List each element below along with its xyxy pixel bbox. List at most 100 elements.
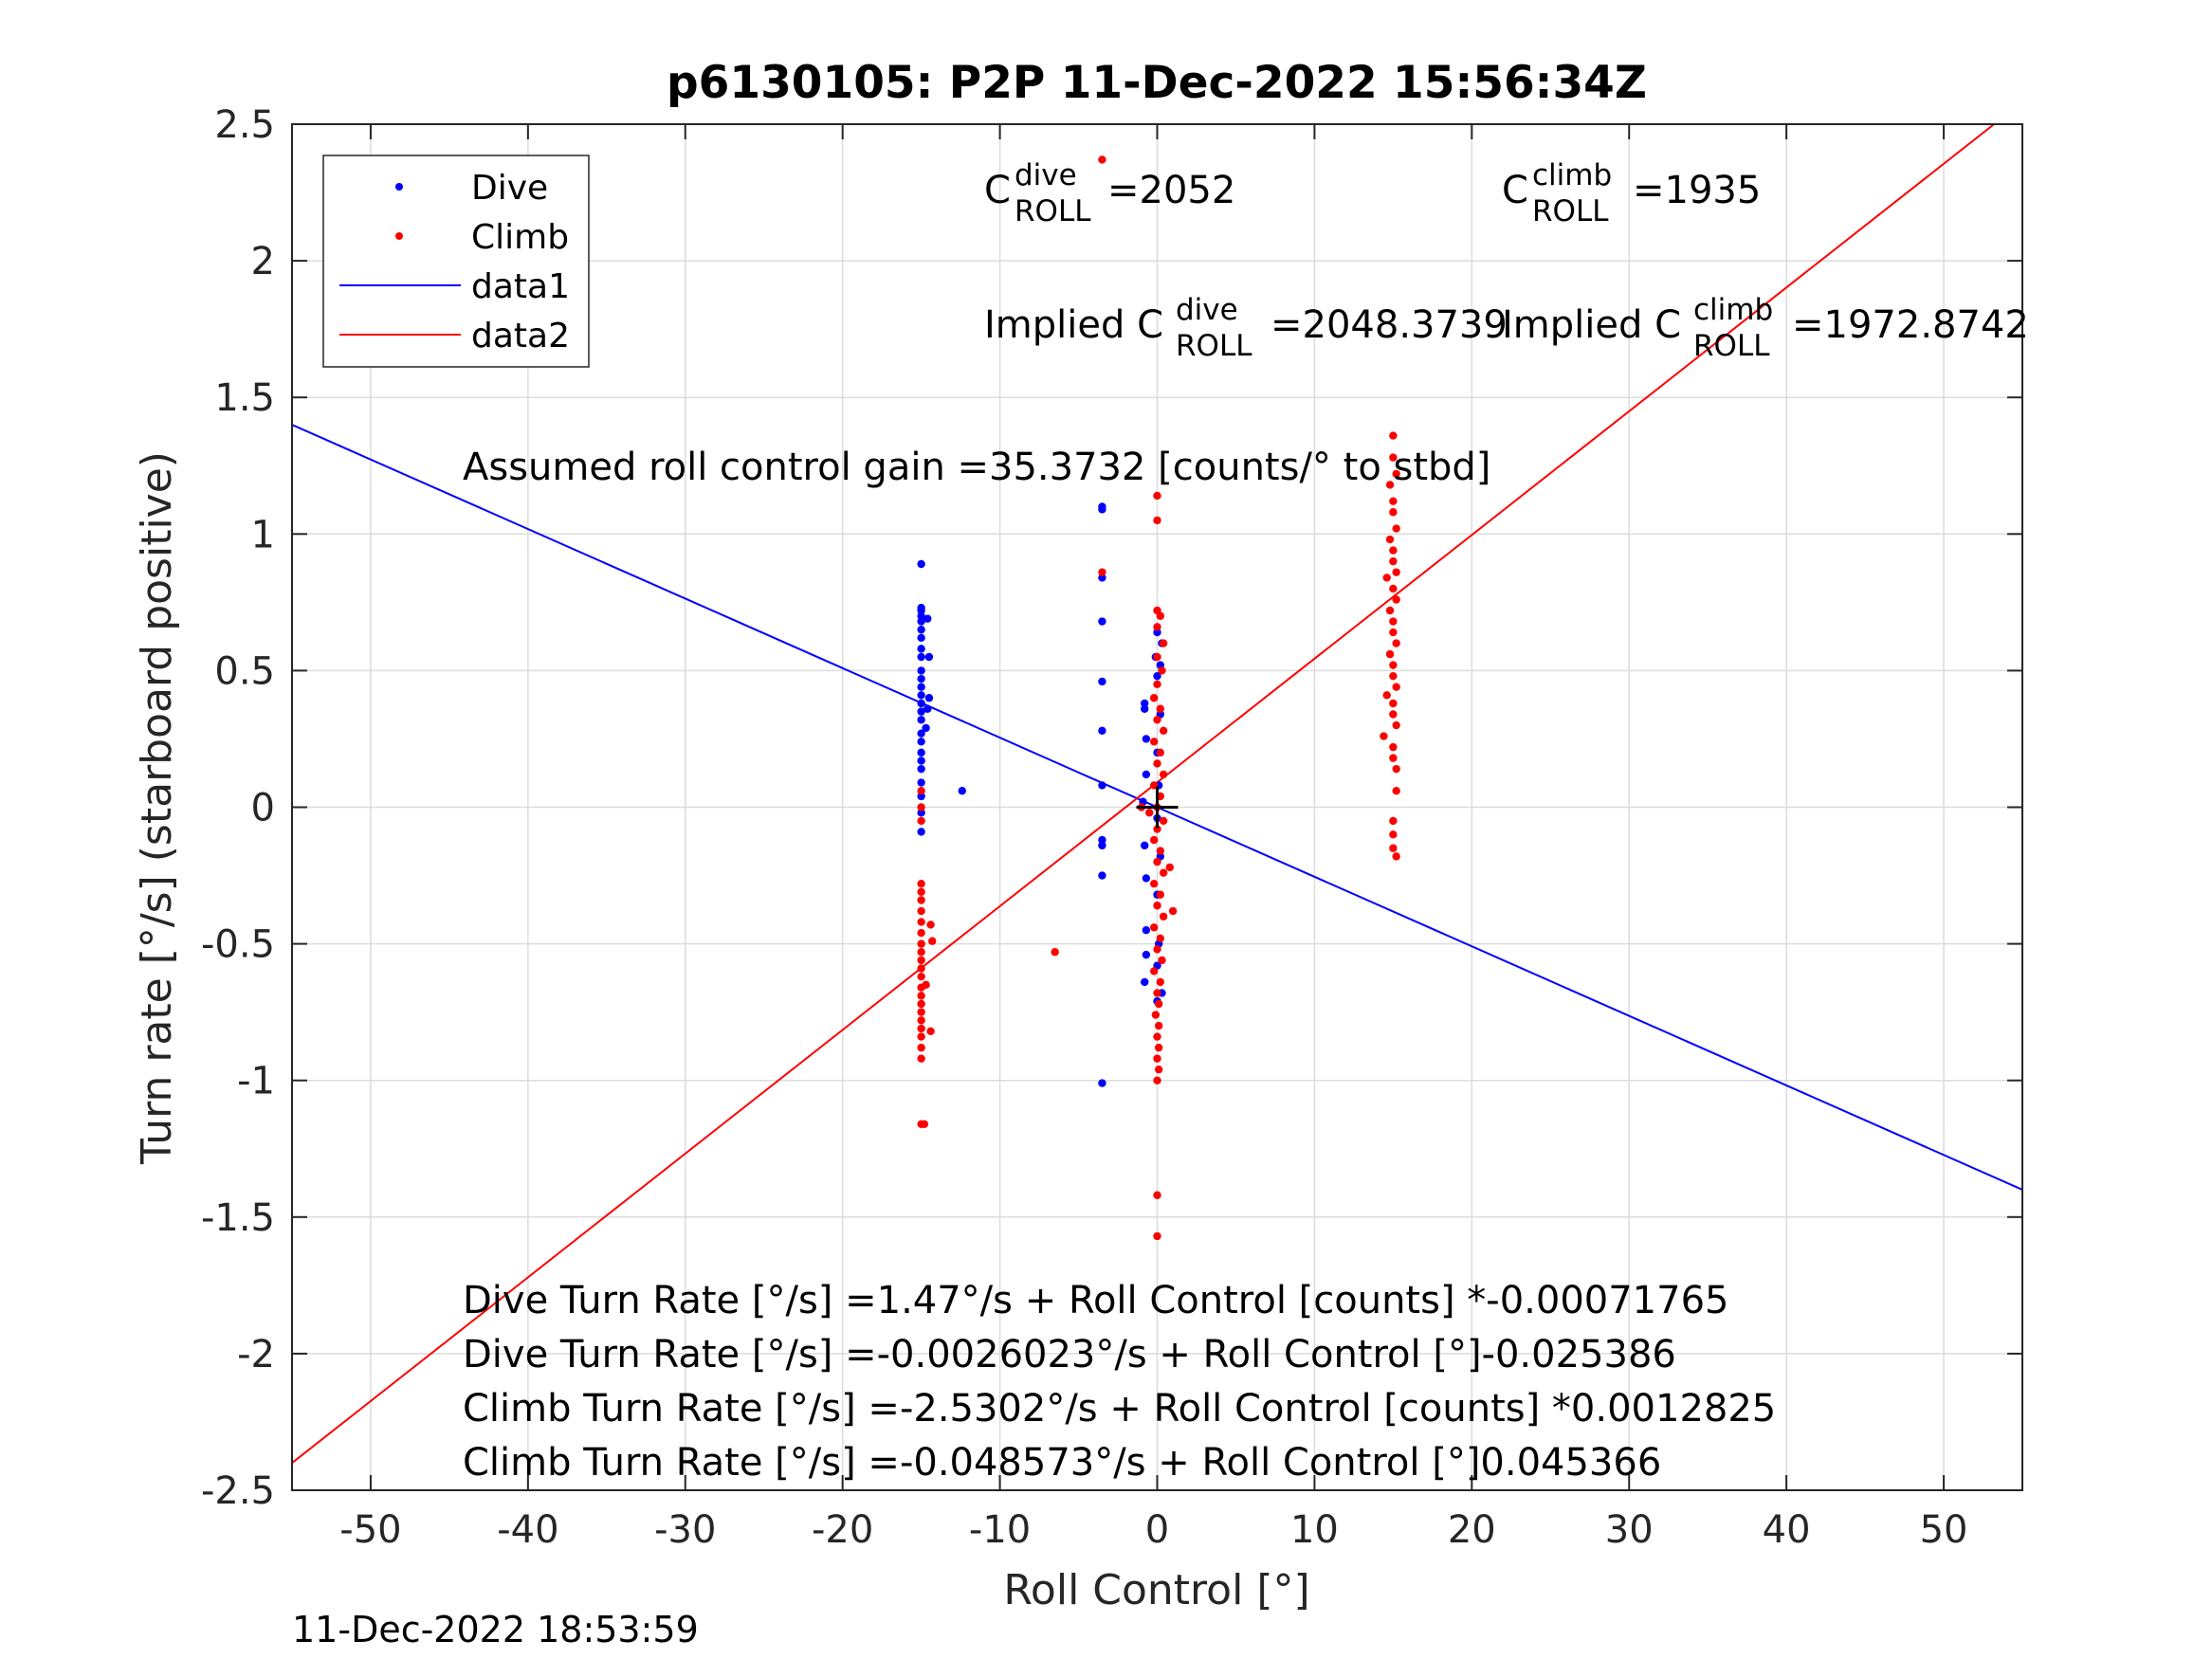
x-tick-label: -50 (339, 1508, 401, 1552)
climb-point (1153, 491, 1161, 501)
dive-point (917, 764, 925, 774)
dive-point (917, 674, 925, 684)
dive-point (958, 787, 966, 795)
legend-data1-label: data1 (471, 267, 570, 306)
climb-point (1389, 830, 1398, 839)
climb-point (1389, 844, 1398, 852)
climb-point (1385, 649, 1395, 659)
climb-point (1392, 639, 1400, 647)
climb-point (1153, 945, 1161, 954)
dive-point (917, 683, 925, 691)
climb-point (1389, 431, 1398, 440)
implied-c-climb-annotation: Implied C climb ROLL =1972.8742 (1502, 293, 2029, 363)
climb-point (1098, 568, 1106, 576)
climb-point (1051, 948, 1059, 957)
climb-point (1153, 680, 1161, 689)
legend-dive-label: Dive (471, 169, 548, 208)
climb-point (922, 980, 930, 990)
y-tick-label: 2.5 (214, 103, 275, 147)
climb-point (1156, 977, 1165, 987)
climb-point (917, 906, 925, 916)
climb-point (1153, 516, 1161, 525)
legend-climb-label: Climb (471, 218, 569, 257)
climb-point (1149, 923, 1159, 932)
climb-point (1392, 595, 1400, 604)
x-tick-label: 20 (1448, 1508, 1496, 1552)
climb-point (1153, 1032, 1161, 1041)
climb-point (1389, 742, 1398, 752)
x-tick-label: 0 (1145, 1508, 1169, 1552)
c-dive-sub: ROLL (1015, 194, 1091, 228)
climb-point (917, 787, 925, 795)
climb-point (917, 992, 925, 1000)
dive-point (1098, 726, 1106, 736)
c-climb-value: =1935 (1633, 169, 1761, 212)
y-tick-label: -2.5 (201, 1469, 275, 1513)
climb-point (1156, 890, 1165, 899)
dive-point (917, 611, 925, 620)
dive-point (1142, 770, 1151, 779)
climb-point (1389, 453, 1398, 462)
fit-equation-4: Climb Turn Rate [°/s] =-0.048573°/s + Ro… (463, 1441, 1661, 1485)
dive-point (917, 757, 925, 765)
dive-point (917, 828, 925, 836)
climb-point (917, 816, 925, 826)
legend-climb-marker (395, 232, 403, 240)
y-tick-label: -1.5 (201, 1196, 275, 1240)
climb-point (1159, 868, 1168, 877)
dive-point (917, 792, 925, 801)
dive-point (923, 704, 932, 713)
climb-point (1168, 906, 1178, 916)
climb-point (1392, 787, 1400, 795)
dive-point (1098, 505, 1106, 514)
dive-point (1142, 874, 1151, 883)
climb-point (1392, 852, 1400, 861)
climb-point (1159, 726, 1168, 736)
legend-data2-label: data2 (471, 317, 570, 356)
climb-point (1389, 661, 1398, 669)
climb-point (1145, 809, 1154, 817)
climb-point (1149, 967, 1159, 975)
climb-point (1154, 1065, 1163, 1074)
c-climb-sub: ROLL (1532, 194, 1609, 228)
climb-point (1156, 748, 1165, 757)
dive-point (1098, 871, 1106, 880)
climb-point (920, 1120, 929, 1129)
roll-gain-annotation: Assumed roll control gain =35.3732 [coun… (463, 446, 1490, 489)
climb-point (926, 921, 935, 929)
data2-line (292, 124, 1995, 1464)
x-axis-label: Roll Control [°] (1003, 1566, 1309, 1614)
dive-point (917, 778, 925, 787)
climb-point (917, 939, 925, 948)
climb-point (1385, 481, 1395, 489)
climb-point (1392, 469, 1400, 479)
climb-point (1165, 863, 1174, 872)
c-dive-value: =2052 (1107, 169, 1235, 212)
dive-point (1142, 735, 1151, 743)
climb-point (1389, 508, 1398, 517)
dive-point (1141, 699, 1149, 708)
climb-point (1154, 1043, 1163, 1052)
climb-point (1382, 574, 1391, 582)
climb-point (1153, 1231, 1161, 1241)
fit-equation-2: Dive Turn Rate [°/s] =-0.0026023°/s + Ro… (463, 1333, 1676, 1376)
climb-point (1385, 535, 1395, 544)
x-tick-label: 50 (1920, 1508, 1968, 1552)
climb-point (1153, 623, 1161, 631)
dive-point (1153, 628, 1161, 637)
climb-point (1389, 584, 1398, 593)
climb-point (1392, 568, 1400, 576)
climb-point (917, 887, 925, 897)
implied-climb-value: =1972.8742 (1792, 303, 2029, 347)
climb-point (1151, 1011, 1161, 1019)
climb-point (917, 918, 925, 926)
dive-point (923, 614, 932, 623)
dive-point (1141, 704, 1149, 713)
x-tick-label: -10 (969, 1508, 1031, 1552)
climb-point (1153, 1076, 1161, 1085)
climb-point (1389, 556, 1398, 566)
dive-point (1098, 574, 1106, 582)
climb-point (1392, 524, 1400, 533)
climb-point (1389, 671, 1398, 681)
legend-dive-marker (395, 183, 403, 191)
